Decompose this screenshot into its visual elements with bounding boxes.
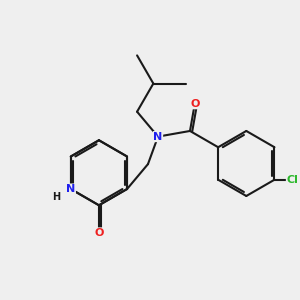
Text: Cl: Cl [286,175,298,185]
Text: H: H [52,192,61,202]
Text: O: O [190,99,200,109]
Text: O: O [94,228,104,238]
Text: N: N [153,132,163,142]
Text: N: N [66,184,75,194]
